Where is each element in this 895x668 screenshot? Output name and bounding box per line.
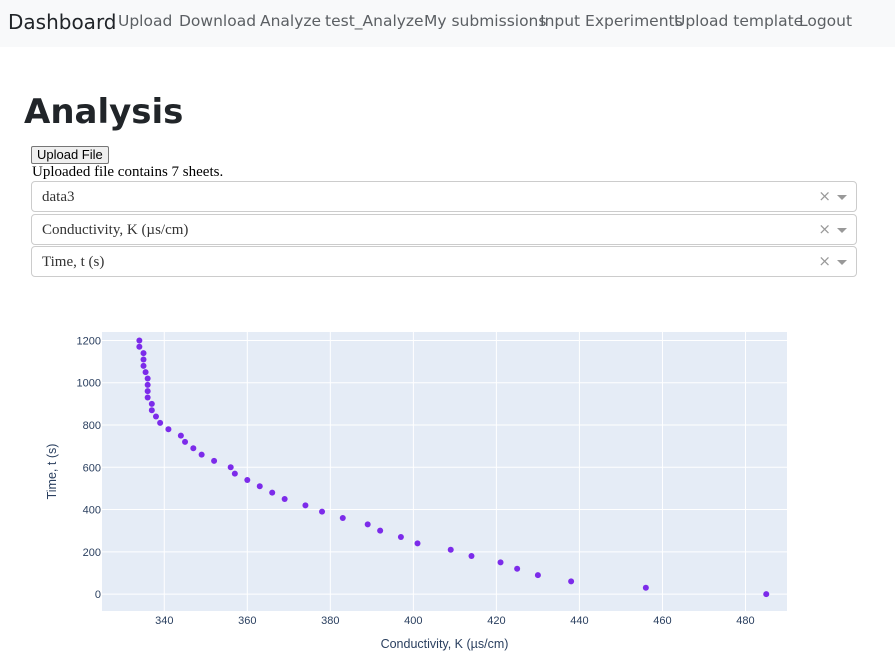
data-point[interactable] [148,400,155,407]
y-tick-label: 400 [83,505,101,517]
data-point[interactable] [763,591,770,598]
y-tick-label: 200 [83,547,101,559]
data-point[interactable] [534,572,541,579]
scatter-chart[interactable]: 340 360 380 400 420 440 460 480 0 200 400 600 800 100… [0,300,895,668]
data-point[interactable] [165,426,172,433]
data-point[interactable] [642,584,649,591]
x-tick-label: 460 [653,615,671,627]
x-tick-label: 440 [570,615,588,627]
x-column-chevron-down-icon[interactable] [837,228,847,233]
x-tick-label: 400 [404,615,422,627]
data-point[interactable] [144,381,151,388]
data-point[interactable] [227,464,234,471]
nav-upload[interactable]: Upload [118,12,173,30]
y-column-chevron-down-icon[interactable] [837,260,847,265]
data-point[interactable] [281,495,288,502]
tick-labels: 340 360 380 400 420 440 460 480 0 200 400 600 800 100… [77,335,755,627]
data-point[interactable] [568,578,575,585]
nav-logout[interactable]: Logout [799,12,853,30]
data-point[interactable] [231,470,238,477]
data-point[interactable] [144,375,151,382]
y-tick-label: 600 [83,462,101,474]
data-point[interactable] [377,527,384,534]
data-point[interactable] [244,476,251,483]
x-tick-label: 340 [155,615,173,627]
grid-lines [102,332,787,611]
data-point[interactable] [468,553,475,560]
x-column-clear-icon[interactable]: × [818,220,831,238]
y-column-clear-icon[interactable]: × [818,252,831,270]
data-point[interactable] [497,559,504,566]
data-point[interactable] [177,432,184,439]
sheet-select[interactable]: data3 × [31,181,857,212]
y-tick-label: 800 [83,420,101,432]
y-tick-label: 1000 [77,378,101,390]
nav-upload-template[interactable]: Upload template [674,12,804,30]
data-point[interactable] [157,419,164,426]
y-column-select[interactable]: Time, t (s) × [31,246,857,277]
plot-area [102,332,787,611]
y-axis-label: Time, t (s) [45,444,59,500]
nav-input-experiments[interactable]: Input Experiments [540,12,683,30]
x-tick-label: 360 [238,615,256,627]
x-tick-label: 480 [736,615,754,627]
data-point[interactable] [198,451,205,458]
y-tick-label: 0 [95,589,101,601]
page-title: Analysis [24,92,184,132]
brand-link[interactable]: Dashboard [8,10,117,34]
x-tick-label: 420 [487,615,505,627]
x-column-select-value: Conductivity, K (µs/cm) [42,222,189,238]
data-point[interactable] [136,343,143,350]
data-point[interactable] [269,489,276,496]
data-point[interactable] [447,546,454,553]
data-point[interactable] [319,508,326,515]
data-point[interactable] [302,502,309,509]
data-point[interactable] [140,362,147,369]
sheet-clear-icon[interactable]: × [818,187,831,205]
data-point[interactable] [364,521,371,528]
nav-analyze[interactable]: Analyze [260,12,322,30]
data-point[interactable] [256,483,263,490]
data-points [136,337,770,598]
nav-test-analyze[interactable]: test_Analyze [325,12,424,30]
x-tick-label: 380 [321,615,339,627]
data-point[interactable] [140,350,147,357]
data-point[interactable] [397,534,404,541]
navbar: Dashboard Upload Download Analyze test_A… [0,0,895,47]
data-point[interactable] [414,540,421,547]
data-point[interactable] [152,413,159,420]
upload-info-text: Uploaded file contains 7 sheets. [32,164,224,180]
data-point[interactable] [190,445,197,452]
data-point[interactable] [148,407,155,414]
sheet-select-value: data3 [42,189,75,205]
data-point[interactable] [136,337,143,344]
nav-my-submissions[interactable]: My submissions [424,12,547,30]
x-column-select[interactable]: Conductivity, K (µs/cm) × [31,214,857,245]
sheet-chevron-down-icon[interactable] [837,195,847,200]
data-point[interactable] [140,356,147,363]
data-point[interactable] [339,515,346,521]
data-point[interactable] [142,369,149,376]
data-point[interactable] [211,457,218,464]
data-point[interactable] [514,565,521,572]
x-axis-label: Conductivity, K (µs/cm) [381,637,509,651]
nav-download[interactable]: Download [179,12,257,30]
y-column-select-value: Time, t (s) [42,254,105,270]
data-point[interactable] [144,394,151,401]
data-point[interactable] [182,438,189,445]
y-tick-label: 1200 [77,335,101,347]
data-point[interactable] [144,388,151,395]
upload-file-button[interactable]: Upload File [31,146,109,164]
